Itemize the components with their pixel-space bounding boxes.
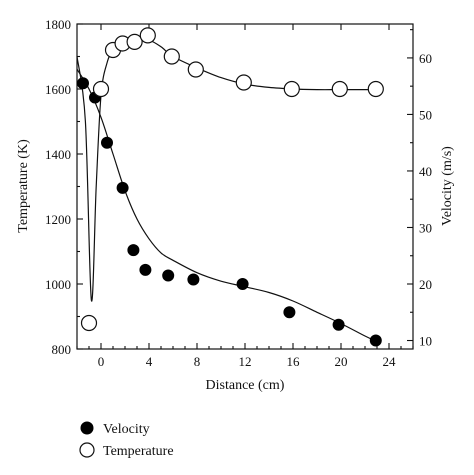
y-left-tick-label: 1000 <box>45 277 71 292</box>
legend-velocity-marker <box>80 421 94 435</box>
y-left-tick-label: 1600 <box>45 82 71 97</box>
points-layer <box>77 27 384 347</box>
y-left-tick-label: 1400 <box>45 147 71 162</box>
temperature-point <box>126 33 143 51</box>
temperature-point <box>139 27 156 44</box>
y-right-tick-label: 20 <box>419 277 432 292</box>
x-tick-label: 16 <box>287 354 301 369</box>
temperature-point <box>163 48 180 65</box>
velocity-point <box>369 334 382 347</box>
y-axis-right-title: Velocity (m/s) <box>440 146 455 226</box>
legend-temperature-marker <box>79 442 95 458</box>
x-tick-label: 20 <box>335 354 348 369</box>
x-tick-label: 24 <box>383 354 397 369</box>
temperature-point <box>80 314 98 332</box>
velocity-point <box>101 136 113 149</box>
x-tick-label: 4 <box>146 354 153 369</box>
y-right-tick-label: 30 <box>419 220 432 235</box>
temperature-point <box>187 61 204 78</box>
y-right-tick-label: 10 <box>419 334 432 349</box>
y-right-tick-label: 50 <box>419 107 432 122</box>
temperature-point <box>283 80 300 98</box>
y-right-tick-label: 40 <box>419 164 432 179</box>
velocity-point <box>116 181 129 194</box>
y-axis-left-title: Temperature (K) <box>16 139 31 233</box>
x-tick-label: 12 <box>239 354 252 369</box>
temperature-point <box>331 80 348 98</box>
x-tick-label: 0 <box>98 354 105 369</box>
legend: Velocity Temperature <box>79 421 174 459</box>
x-axis-title: Distance (cm) <box>206 378 285 393</box>
velocity-fit-curve <box>76 68 378 343</box>
temperature-point <box>92 80 110 98</box>
y-left-tick-label: 1800 <box>45 17 71 32</box>
velocity-point <box>127 244 140 257</box>
velocity-point <box>162 269 175 282</box>
legend-temperature-label: Temperature <box>103 444 174 459</box>
velocity-point <box>187 273 200 286</box>
y-left-tick-label: 800 <box>52 342 72 357</box>
legend-velocity-label: Velocity <box>103 422 150 437</box>
y-right-tick-label: 60 <box>419 51 432 66</box>
temperature-point <box>235 74 252 91</box>
velocity-point <box>139 263 152 276</box>
temperature-point <box>367 80 384 98</box>
velocity-point <box>236 278 249 290</box>
y-left-tick-label: 1200 <box>45 212 71 227</box>
velocity-point <box>77 77 89 90</box>
temperature-fit-curve <box>76 39 377 302</box>
x-tick-label: 8 <box>194 354 201 369</box>
ticks-layer: 0 4 8 12 16 20 24 800 1000 1200 1400 1600 1800 10 20 30… <box>45 17 432 369</box>
velocity-point <box>283 306 296 319</box>
velocity-point <box>332 318 345 331</box>
